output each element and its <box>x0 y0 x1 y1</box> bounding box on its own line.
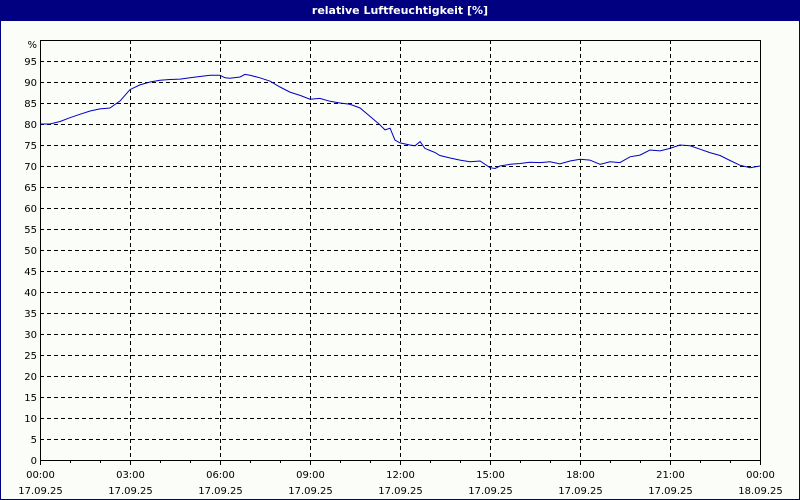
x-tick-time: 18:00 <box>566 470 595 481</box>
y-tick-label: 5 <box>31 435 37 446</box>
humidity-series-line <box>40 73 761 170</box>
x-tick-time: 12:00 <box>386 470 415 481</box>
y-tick-label: 75 <box>24 141 37 152</box>
x-tick-time: 00:00 <box>746 470 775 481</box>
x-tick-time: 06:00 <box>206 470 235 481</box>
y-tick-label: 35 <box>24 309 37 320</box>
y-tick-label: 95 <box>24 57 37 68</box>
y-tick-label: 30 <box>24 330 37 341</box>
x-tick-time: 03:00 <box>116 470 145 481</box>
y-tick-label: 15 <box>24 393 37 404</box>
grid-lines <box>40 40 760 460</box>
x-tick-time: 09:00 <box>296 470 325 481</box>
x-tick-date: 17.09.25 <box>198 486 243 497</box>
y-tick-label: 40 <box>24 288 37 299</box>
y-axis: 0 5 10 15 20 25 30 35 40 45 50 55 60 65 70 75 80 85 90 95% <box>24 40 37 467</box>
y-unit-label: % <box>27 40 37 51</box>
x-axis: 00:00 17.09.25 03:00 17.09.25 06:00 17.09.25 0… <box>18 460 783 497</box>
y-tick-label: 90 <box>24 78 37 89</box>
y-tick-label: 70 <box>24 162 37 173</box>
y-tick-label: 55 <box>24 225 37 236</box>
x-tick-date: 17.09.25 <box>288 486 333 497</box>
y-tick-label: 85 <box>24 99 37 110</box>
y-tick-label: 60 <box>24 204 37 215</box>
x-tick-date: 17.09.25 <box>18 486 63 497</box>
plot-frame <box>40 40 761 461</box>
x-tick-time: 00:00 <box>26 470 55 481</box>
x-tick-time: 15:00 <box>476 470 505 481</box>
y-tick-label: 25 <box>24 351 37 362</box>
y-tick-label: 50 <box>24 246 37 257</box>
x-tick-time: 21:00 <box>656 470 685 481</box>
x-tick-date: 17.09.25 <box>648 486 693 497</box>
x-tick-date: 17.09.25 <box>108 486 153 497</box>
x-tick-date: 18.09.25 <box>738 486 783 497</box>
y-tick-label: 45 <box>24 267 37 278</box>
x-tick-date: 17.09.25 <box>468 486 513 497</box>
chart-title: relative Luftfeuchtigkeit [%] <box>1 1 799 21</box>
y-tick-label: 20 <box>24 372 37 383</box>
x-tick-date: 17.09.25 <box>558 486 603 497</box>
x-tick-date: 17.09.25 <box>378 486 423 497</box>
y-tick-label: 10 <box>24 414 37 425</box>
y-tick-label: 0 <box>31 456 37 467</box>
y-tick-label: 65 <box>24 183 37 194</box>
y-tick-label: 80 <box>24 120 37 131</box>
